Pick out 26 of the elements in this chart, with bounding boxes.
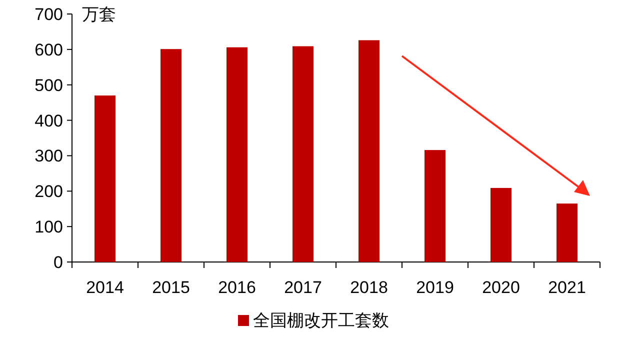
y-tick-label: 100 <box>34 218 63 237</box>
y-tick-label: 0 <box>54 253 63 272</box>
bar <box>490 188 512 262</box>
x-tick-label: 2018 <box>350 278 388 297</box>
y-tick-label: 400 <box>34 111 63 130</box>
x-tick-label: 2017 <box>284 278 322 297</box>
y-tick-label: 500 <box>34 76 63 95</box>
x-tick-label: 2014 <box>86 278 124 297</box>
x-tick-label: 2020 <box>482 278 520 297</box>
bar <box>556 204 578 262</box>
bar <box>160 49 182 262</box>
y-tick-label: 600 <box>34 40 63 60</box>
x-tick-label: 2015 <box>152 278 190 297</box>
bar <box>226 47 248 262</box>
y-tick-label: 300 <box>34 146 63 166</box>
bar <box>358 40 380 262</box>
bar <box>424 150 446 262</box>
bar <box>94 95 116 262</box>
x-tick-label: 2019 <box>416 278 454 297</box>
y-tick-label: 200 <box>34 182 63 202</box>
legend: 全国棚改开工套数 <box>238 311 389 330</box>
y-tick-label: 700 <box>34 5 63 24</box>
x-tick-label: 2016 <box>218 278 256 297</box>
x-tick-label: 2021 <box>548 278 586 297</box>
y-axis-title: 万套 <box>82 5 116 24</box>
bar <box>292 46 314 262</box>
